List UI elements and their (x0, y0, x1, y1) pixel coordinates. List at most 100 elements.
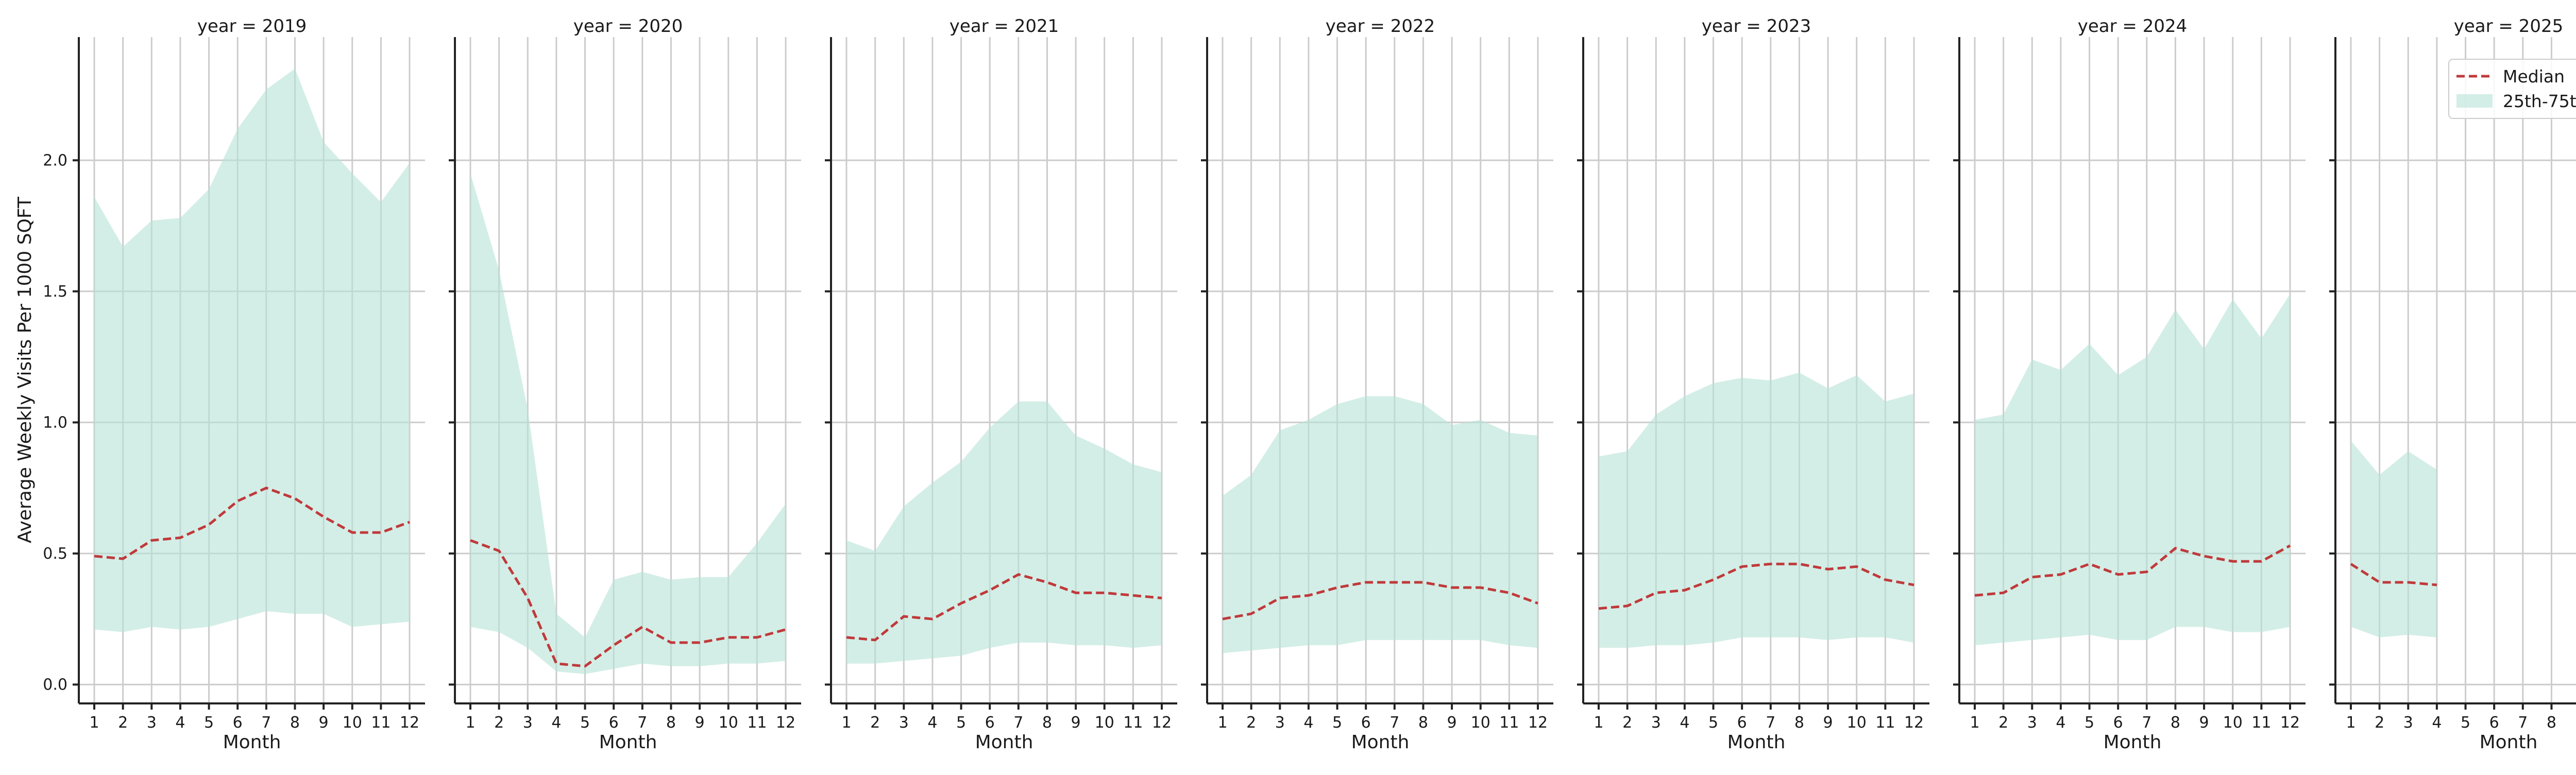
x-tick-label: 3 (1651, 714, 1661, 732)
x-tick-label: 9 (1071, 714, 1081, 732)
legend-band-swatch (2456, 94, 2493, 108)
x-tick-label: 1 (89, 714, 99, 732)
facet-title: year = 2025 (2454, 16, 2563, 37)
x-tick-label: 4 (551, 714, 561, 732)
facet-title: year = 2020 (573, 16, 683, 37)
x-tick-label: 1 (2346, 714, 2355, 732)
x-tick-label: 5 (956, 714, 966, 732)
x-tick-label: 1 (1217, 714, 1227, 732)
x-tick-label: 8 (1042, 714, 1052, 732)
x-tick-label: 12 (1904, 714, 1924, 732)
x-axis-label: Month (1351, 732, 1410, 753)
x-tick-label: 4 (1680, 714, 1689, 732)
y-axis-label: Average Weekly Visits Per 1000 SQFT (14, 196, 36, 543)
x-tick-label: 5 (2084, 714, 2094, 732)
x-tick-label: 10 (719, 714, 738, 732)
x-tick-label: 12 (400, 714, 419, 732)
x-tick-label: 3 (523, 714, 533, 732)
x-tick-label: 9 (1447, 714, 1457, 732)
x-tick-label: 5 (1332, 714, 1342, 732)
x-axis-label: Month (975, 732, 1033, 753)
x-tick-label: 1 (1970, 714, 1979, 732)
x-tick-label: 10 (1095, 714, 1114, 732)
x-tick-label: 9 (695, 714, 705, 732)
x-tick-label: 3 (2027, 714, 2037, 732)
x-tick-label: 11 (1875, 714, 1895, 732)
x-tick-label: 2 (1246, 714, 1256, 732)
x-tick-label: 6 (985, 714, 995, 732)
x-tick-label: 2 (118, 714, 128, 732)
y-tick-label: 1.5 (43, 283, 67, 301)
facet-title: year = 2022 (1326, 16, 1435, 37)
x-tick-label: 8 (666, 714, 676, 732)
y-tick-label: 2.0 (43, 151, 67, 169)
x-tick-label: 6 (1737, 714, 1747, 732)
y-tick-label: 1.0 (43, 414, 67, 432)
x-tick-label: 12 (1152, 714, 1172, 732)
x-tick-label: 2 (494, 714, 504, 732)
x-tick-label: 12 (2280, 714, 2300, 732)
legend-median-label: Median (2503, 66, 2565, 87)
legend: Median 25th-75th Percentile (2449, 59, 2576, 118)
x-tick-label: 7 (637, 714, 647, 732)
x-tick-label: 8 (2171, 714, 2180, 732)
x-tick-label: 7 (1766, 714, 1775, 732)
x-tick-label: 5 (1708, 714, 1718, 732)
facet-title: year = 2024 (2078, 16, 2187, 37)
x-tick-label: 9 (1823, 714, 1833, 732)
x-axis-label: Month (1727, 732, 1786, 753)
x-tick-label: 5 (204, 714, 214, 732)
x-tick-label: 11 (747, 714, 767, 732)
x-tick-label: 11 (1123, 714, 1143, 732)
x-tick-label: 10 (1471, 714, 1490, 732)
x-axis-label: Month (223, 732, 281, 753)
x-tick-label: 2 (1998, 714, 2008, 732)
x-axis-label: Month (2480, 732, 2538, 753)
x-tick-label: 11 (2251, 714, 2271, 732)
x-tick-label: 4 (927, 714, 937, 732)
x-tick-label: 7 (1013, 714, 1023, 732)
x-tick-label: 6 (1361, 714, 1371, 732)
x-tick-label: 10 (343, 714, 362, 732)
x-tick-label: 2 (870, 714, 880, 732)
x-tick-label: 3 (147, 714, 157, 732)
x-tick-label: 4 (175, 714, 185, 732)
x-tick-label: 4 (2056, 714, 2065, 732)
percentile-band (1599, 373, 1914, 648)
x-tick-label: 4 (2432, 714, 2442, 732)
x-tick-label: 10 (1847, 714, 1867, 732)
x-tick-label: 9 (319, 714, 329, 732)
x-tick-label: 3 (1275, 714, 1285, 732)
x-tick-label: 10 (2223, 714, 2243, 732)
facet-title: year = 2023 (1702, 16, 1811, 37)
x-tick-label: 4 (1303, 714, 1313, 732)
x-tick-label: 5 (2461, 714, 2470, 732)
x-tick-label: 8 (1418, 714, 1428, 732)
x-tick-label: 3 (899, 714, 909, 732)
x-tick-label: 8 (1794, 714, 1804, 732)
y-tick-label: 0.5 (43, 545, 67, 563)
x-tick-label: 12 (776, 714, 795, 732)
x-tick-label: 6 (609, 714, 619, 732)
percentile-band (1975, 294, 2290, 645)
x-tick-label: 3 (2403, 714, 2413, 732)
x-tick-label: 1 (465, 714, 475, 732)
facet-title: year = 2021 (950, 16, 1059, 37)
x-tick-label: 7 (1389, 714, 1399, 732)
legend-band-label: 25th-75th Percentile (2503, 91, 2576, 111)
percentile-band (1223, 396, 1538, 653)
x-tick-label: 7 (2518, 714, 2528, 732)
x-axis-label: Month (599, 732, 657, 753)
x-tick-label: 6 (2113, 714, 2123, 732)
x-tick-label: 8 (290, 714, 300, 732)
x-tick-label: 5 (580, 714, 590, 732)
x-tick-label: 2 (1622, 714, 1632, 732)
